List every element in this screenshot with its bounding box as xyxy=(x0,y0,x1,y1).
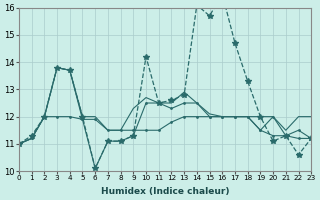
X-axis label: Humidex (Indice chaleur): Humidex (Indice chaleur) xyxy=(101,187,229,196)
